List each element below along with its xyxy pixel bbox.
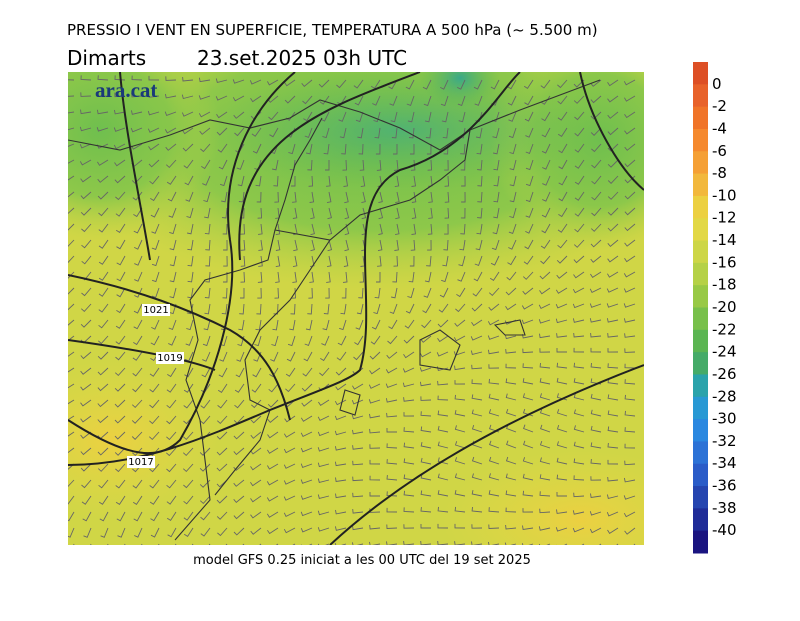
isobar-labels: 1021 1019 1017 bbox=[127, 304, 184, 468]
colorbar-label: -12 bbox=[712, 209, 737, 227]
colorbar-label: -40 bbox=[712, 521, 737, 539]
coastline bbox=[68, 79, 601, 541]
colorbar-label: -2 bbox=[712, 97, 727, 115]
colorbar-swatch bbox=[693, 530, 708, 554]
colorbar-label: -20 bbox=[712, 298, 737, 316]
day: Dimarts bbox=[67, 46, 146, 70]
colorbar-swatch bbox=[693, 329, 708, 353]
logo: ara.cat bbox=[95, 78, 157, 102]
colorbar-swatch bbox=[693, 106, 708, 130]
colorbar-swatch bbox=[693, 84, 708, 108]
colorbar-label: -36 bbox=[712, 477, 737, 495]
colorbar-swatch bbox=[693, 441, 708, 465]
colorbar-swatch bbox=[693, 285, 708, 308]
isobar-label-box bbox=[127, 456, 155, 468]
colorbar: 0 -2 -4 -6 -8 -10 -12 -14 -16 -18 -20 -22 -24 -26 -28 -… bbox=[693, 62, 737, 554]
colorbar-label: -4 bbox=[712, 119, 727, 137]
colorbar-swatch bbox=[693, 62, 708, 85]
colorbar-label: -34 bbox=[712, 454, 737, 472]
date: 23.set.2025 03h UTC bbox=[197, 46, 407, 70]
colorbar-label: -22 bbox=[712, 320, 737, 338]
colorbar-swatch bbox=[693, 262, 708, 286]
isobar-label-box bbox=[142, 304, 170, 316]
isobar-label: 1019 bbox=[157, 353, 182, 364]
map-field bbox=[68, 72, 644, 545]
isobar-label: 1017 bbox=[128, 457, 153, 468]
colorbar-label: -38 bbox=[712, 499, 737, 517]
colorbar-swatch bbox=[693, 195, 708, 219]
colorbar-label: -24 bbox=[712, 343, 737, 361]
isobar-label: 1021 bbox=[143, 305, 168, 316]
colorbar-swatch bbox=[693, 128, 708, 152]
colorbar-label: -18 bbox=[712, 276, 737, 294]
colorbar-label: -30 bbox=[712, 410, 737, 428]
colorbar-label: 0 bbox=[712, 75, 722, 93]
wind-barbs bbox=[68, 75, 636, 545]
colorbar-swatch bbox=[693, 307, 708, 331]
colorbar-label: -6 bbox=[712, 142, 727, 160]
colorbar-swatch bbox=[693, 352, 708, 375]
isobar-label-box bbox=[156, 352, 184, 364]
colorbar-label: -8 bbox=[712, 164, 727, 182]
colorbar-swatch bbox=[693, 218, 708, 242]
colorbar-swatch bbox=[693, 419, 708, 442]
colorbar-swatch bbox=[693, 240, 708, 264]
colorbar-swatch bbox=[693, 173, 708, 197]
colorbar-label: -10 bbox=[712, 186, 737, 204]
colorbar-swatch bbox=[693, 396, 708, 420]
colorbar-swatch bbox=[693, 151, 708, 175]
colorbar-label: -26 bbox=[712, 365, 737, 383]
colorbar-label: -28 bbox=[712, 387, 737, 405]
colorbar-label: -14 bbox=[712, 231, 737, 249]
colorbar-swatch bbox=[693, 486, 708, 509]
colorbar-swatch bbox=[693, 374, 708, 398]
footer: model GFS 0.25 iniciat a les 00 UTC del … bbox=[193, 553, 531, 568]
colorbar-label: -32 bbox=[712, 432, 737, 450]
colorbar-swatch bbox=[693, 463, 708, 487]
colorbar-label: -16 bbox=[712, 253, 737, 271]
title: PRESSIO I VENT EN SUPERFICIE, TEMPERATUR… bbox=[67, 21, 598, 39]
colorbar-swatch bbox=[693, 508, 708, 532]
